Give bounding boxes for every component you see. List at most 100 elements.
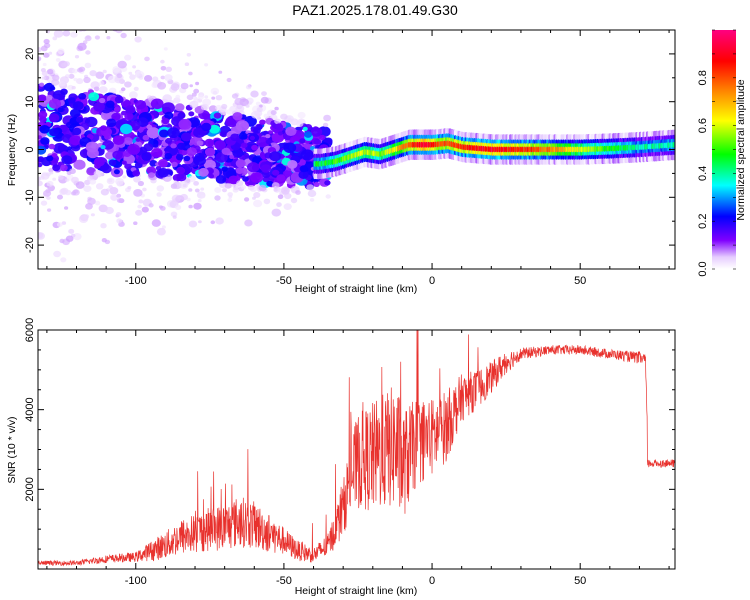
heatmap-cell [120, 32, 127, 39]
heatmap-cell [71, 25, 77, 30]
heatmap-cell [247, 162, 260, 173]
x-tick-label: -100 [125, 575, 147, 587]
x-tick-label: 50 [574, 275, 586, 287]
heatmap-cell [170, 211, 178, 217]
heatmap-cell [142, 187, 147, 192]
heatmap-cell [194, 188, 200, 193]
heatmap-cell [135, 137, 141, 142]
heatmap-cell [108, 185, 113, 189]
heatmap-cell [60, 257, 67, 263]
heatmap-cell [227, 198, 233, 202]
heatmap-cell [148, 172, 155, 178]
heatmap-cell [76, 78, 84, 85]
heatmap-cell [84, 179, 91, 185]
heatmap-cell [307, 189, 317, 198]
spectrogram-ylabel: Frequency (Hz) [6, 114, 18, 186]
heatmap-cell [77, 42, 87, 51]
heatmap-cell [209, 124, 220, 134]
heatmap-cell [105, 151, 115, 160]
heatmap-cell [208, 105, 218, 113]
heatmap-cell [322, 122, 329, 128]
heatmap-cell [95, 183, 104, 190]
heatmap-cell [38, 135, 42, 140]
heatmap-cell [101, 238, 107, 243]
heatmap-cell [52, 36, 58, 41]
heatmap-cell [184, 62, 190, 66]
heatmap-cell [157, 82, 167, 90]
heatmap-cell [113, 169, 120, 175]
heatmap-cell [58, 80, 66, 87]
heatmap-cell [156, 227, 166, 236]
heatmap-cell [163, 47, 168, 51]
heatmap-cell [38, 162, 43, 168]
heatmap-cell [75, 181, 85, 189]
heatmap-cell [252, 196, 256, 200]
heatmap-cell [41, 76, 46, 80]
heatmap-cell [232, 187, 239, 193]
heatmap-cell [245, 104, 250, 108]
heatmap-cell [276, 202, 282, 208]
colorbar-tick-label: 0.8 [697, 70, 709, 85]
heatmap-cell [38, 13, 43, 17]
heatmap-cell [242, 176, 249, 182]
heatmap-cell [250, 110, 261, 119]
heatmap-cell [171, 161, 178, 168]
heatmap-cell [56, 222, 63, 228]
heatmap-cell [186, 197, 191, 202]
heatmap-cell [38, 145, 47, 155]
heatmap-cell [275, 123, 284, 131]
heatmap-cell [78, 215, 89, 223]
heatmap-cell [133, 221, 138, 225]
heatmap-cell [122, 175, 127, 179]
x-tick-label: 50 [574, 575, 586, 587]
heatmap-cell [175, 94, 181, 99]
heatmap-cell [38, 94, 47, 102]
heatmap-cell [43, 190, 52, 197]
heatmap-cell [214, 140, 226, 150]
heatmap-cell [204, 138, 215, 147]
heatmap-cell [186, 147, 197, 156]
heatmap-cell [112, 150, 123, 160]
heatmap-cell [235, 159, 246, 168]
heatmap-cell [48, 98, 62, 109]
heatmap-cell [231, 93, 239, 99]
heatmap-cell [87, 197, 96, 205]
heatmap-cell [151, 148, 163, 158]
heatmap-cell [222, 188, 227, 193]
heatmap-cell [57, 194, 63, 200]
heatmap-cell [259, 119, 266, 125]
heatmap-cell [112, 30, 118, 32]
heatmap-cell [135, 70, 145, 79]
colorbar-tick-label: 0.2 [697, 214, 709, 229]
heatmap-cell [38, 156, 45, 163]
heatmap-cell [78, 66, 86, 72]
heatmap-cell [186, 94, 194, 101]
heatmap-cell [72, 101, 84, 111]
heatmap-cell [74, 55, 80, 59]
heatmap-cell [121, 160, 127, 165]
heatmap-cell [271, 182, 280, 189]
heatmap-cell [112, 66, 121, 73]
heatmap-cell [137, 204, 142, 209]
heatmap-cell [116, 73, 123, 79]
heatmap-cell [42, 62, 47, 67]
heatmap-cell [198, 167, 209, 177]
heatmap-cell [116, 198, 123, 203]
heatmap-cell [49, 171, 54, 175]
heatmap-cell [71, 176, 79, 184]
heatmap-cell [133, 86, 139, 91]
heatmap-cell [280, 113, 288, 120]
heatmap-cell [39, 125, 50, 134]
heatmap-cell [156, 192, 162, 197]
heatmap-cell [214, 187, 222, 193]
heatmap-cell [167, 127, 180, 138]
heatmap-cell [68, 73, 75, 79]
heatmap-cell [297, 111, 306, 119]
heatmap-cell [134, 100, 147, 110]
heatmap-cell [200, 105, 206, 110]
heatmap-cell [161, 225, 166, 229]
heatmap-cell [236, 180, 244, 187]
heatmap-cell [164, 152, 173, 160]
heatmap-cell [285, 126, 297, 136]
heatmap-cell [58, 175, 64, 180]
